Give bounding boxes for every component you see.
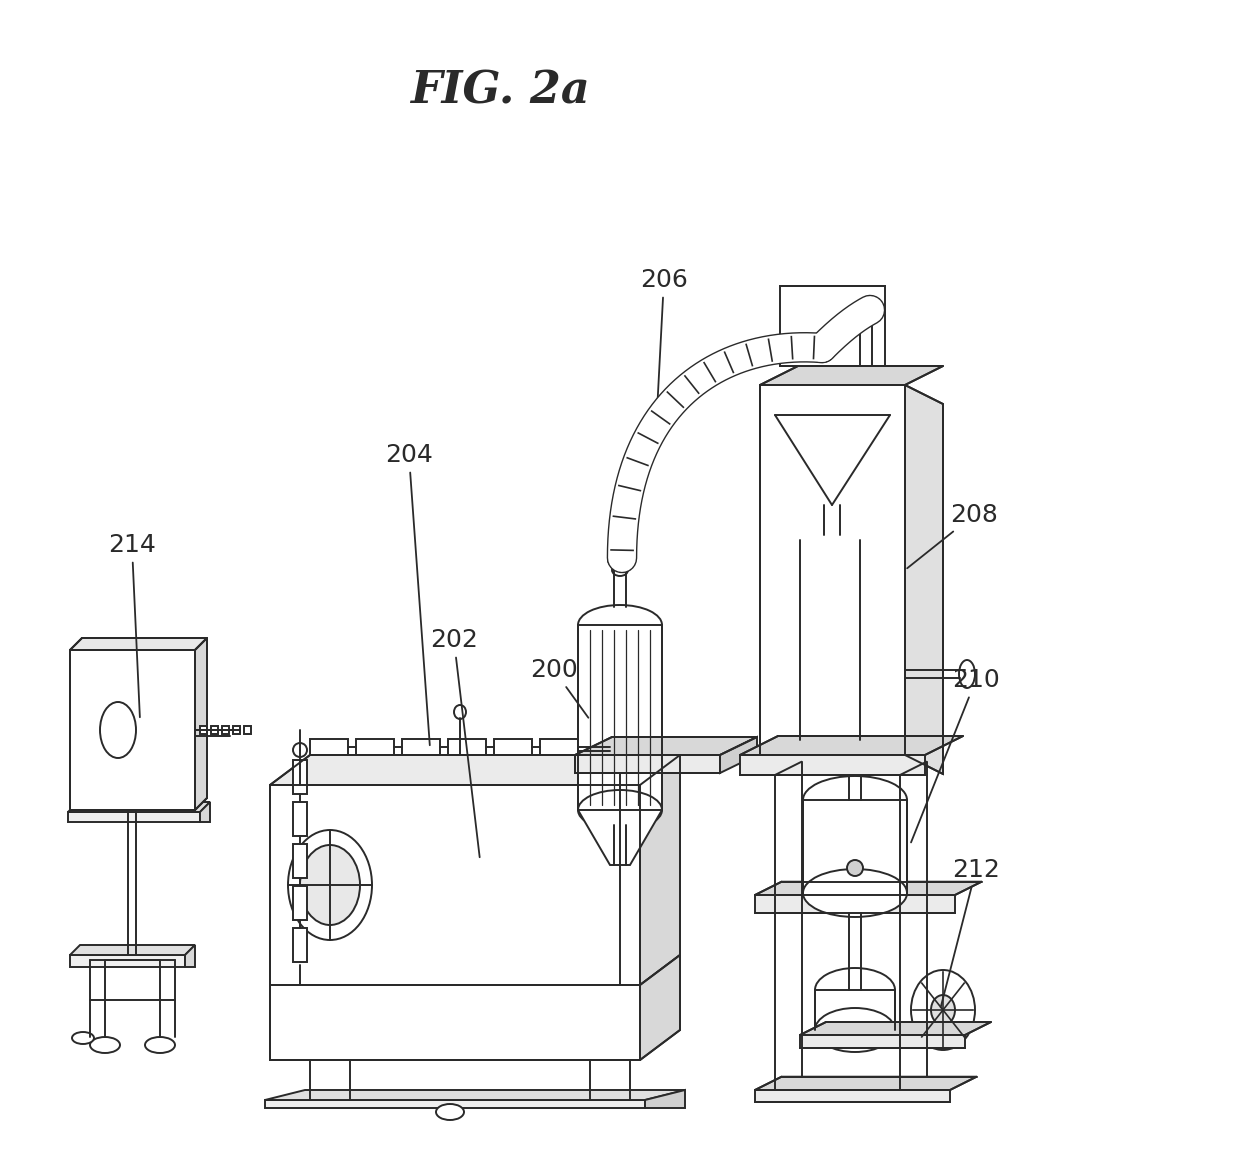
Polygon shape xyxy=(293,844,308,879)
Polygon shape xyxy=(815,990,895,1030)
Ellipse shape xyxy=(847,860,863,876)
Polygon shape xyxy=(293,802,308,836)
Polygon shape xyxy=(69,955,185,967)
Polygon shape xyxy=(265,1089,684,1100)
Polygon shape xyxy=(755,882,982,895)
Polygon shape xyxy=(293,885,308,920)
Polygon shape xyxy=(640,755,680,985)
Text: 208: 208 xyxy=(908,503,998,568)
Ellipse shape xyxy=(911,970,975,1050)
Text: 212: 212 xyxy=(941,858,999,1007)
Polygon shape xyxy=(68,802,210,812)
Ellipse shape xyxy=(931,994,955,1025)
Polygon shape xyxy=(575,755,720,773)
Text: 202: 202 xyxy=(430,628,480,858)
Polygon shape xyxy=(800,1035,965,1048)
Polygon shape xyxy=(69,650,195,810)
Polygon shape xyxy=(800,1022,991,1035)
Polygon shape xyxy=(195,637,207,810)
Polygon shape xyxy=(645,1089,684,1108)
Ellipse shape xyxy=(100,702,136,758)
Polygon shape xyxy=(185,945,195,967)
Polygon shape xyxy=(233,726,241,734)
Polygon shape xyxy=(69,945,195,955)
Polygon shape xyxy=(270,785,640,985)
Polygon shape xyxy=(760,366,942,385)
Ellipse shape xyxy=(804,869,906,917)
Polygon shape xyxy=(780,286,885,366)
Text: 214: 214 xyxy=(108,533,156,717)
Ellipse shape xyxy=(578,605,662,646)
Polygon shape xyxy=(804,800,906,892)
Polygon shape xyxy=(575,737,756,755)
Ellipse shape xyxy=(72,1032,94,1044)
Ellipse shape xyxy=(145,1037,175,1054)
Ellipse shape xyxy=(288,830,372,940)
Polygon shape xyxy=(578,810,662,865)
Ellipse shape xyxy=(454,705,466,719)
Polygon shape xyxy=(270,755,680,785)
Text: 204: 204 xyxy=(384,443,433,745)
Polygon shape xyxy=(293,760,308,794)
Text: FIG. 2a: FIG. 2a xyxy=(410,70,590,112)
Ellipse shape xyxy=(300,845,360,925)
Polygon shape xyxy=(578,625,662,810)
Polygon shape xyxy=(293,928,308,962)
Text: 206: 206 xyxy=(640,268,688,447)
Polygon shape xyxy=(740,736,963,755)
Ellipse shape xyxy=(91,1037,120,1054)
Polygon shape xyxy=(69,637,207,650)
Polygon shape xyxy=(448,739,486,755)
Polygon shape xyxy=(494,739,532,755)
Polygon shape xyxy=(640,955,680,1060)
Polygon shape xyxy=(755,1089,950,1102)
Ellipse shape xyxy=(578,790,662,830)
Ellipse shape xyxy=(613,564,627,576)
Polygon shape xyxy=(356,739,394,755)
Text: 200: 200 xyxy=(529,658,588,717)
Polygon shape xyxy=(402,739,440,755)
Text: 210: 210 xyxy=(911,668,999,843)
Ellipse shape xyxy=(293,743,308,757)
Ellipse shape xyxy=(815,968,895,1012)
Polygon shape xyxy=(760,385,905,755)
Polygon shape xyxy=(244,726,250,734)
Ellipse shape xyxy=(815,1008,895,1052)
Ellipse shape xyxy=(436,1105,464,1120)
Polygon shape xyxy=(222,726,229,734)
Polygon shape xyxy=(905,385,942,774)
Ellipse shape xyxy=(804,777,906,824)
Polygon shape xyxy=(200,802,210,822)
Polygon shape xyxy=(200,726,207,734)
Polygon shape xyxy=(740,755,925,775)
Polygon shape xyxy=(265,1100,645,1108)
Polygon shape xyxy=(270,985,640,1060)
Polygon shape xyxy=(310,739,348,755)
Polygon shape xyxy=(68,812,200,822)
Ellipse shape xyxy=(608,552,632,568)
Polygon shape xyxy=(755,895,955,913)
Polygon shape xyxy=(211,726,218,734)
Polygon shape xyxy=(755,1077,977,1089)
Polygon shape xyxy=(539,739,578,755)
Ellipse shape xyxy=(959,659,975,688)
Polygon shape xyxy=(720,737,756,773)
